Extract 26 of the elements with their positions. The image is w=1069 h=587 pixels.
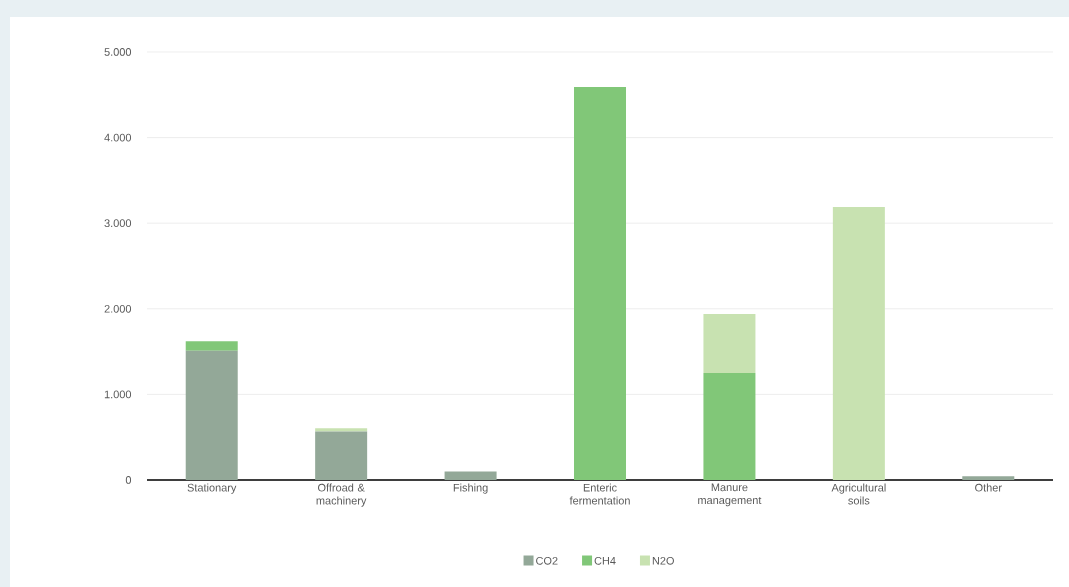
x-tick-label: Enteric fermentation <box>569 483 630 505</box>
x-tick-label: Stationary <box>187 483 237 494</box>
legend-label: N2O <box>652 556 674 565</box>
x-tick-label: Agricultural soils <box>831 483 886 505</box>
y-tick-label: 0 <box>125 476 132 484</box>
x-tick-label: Manure management <box>698 483 762 507</box>
y-tick-label: 2.000 <box>104 304 132 313</box>
x-tick-label: Other <box>975 483 1002 492</box>
bar <box>315 431 368 480</box>
bar <box>185 350 238 480</box>
bar <box>703 372 756 480</box>
bar <box>185 341 238 351</box>
bar <box>962 476 1015 480</box>
legend-label: CO2 <box>536 556 558 565</box>
x-tick-label: Offroad & machinery <box>316 483 367 507</box>
bar <box>703 313 756 373</box>
y-tick-label: 5.000 <box>104 48 132 56</box>
bar <box>444 471 497 480</box>
legend-label: CH4 <box>594 556 616 565</box>
bar <box>832 206 885 480</box>
y-tick-label: 3.000 <box>104 219 132 228</box>
y-tick-label: 1.000 <box>104 390 132 399</box>
y-tick-label: 4.000 <box>104 133 132 142</box>
x-tick-label: Fishing <box>453 483 488 494</box>
bar <box>574 87 627 480</box>
bar <box>315 428 368 432</box>
